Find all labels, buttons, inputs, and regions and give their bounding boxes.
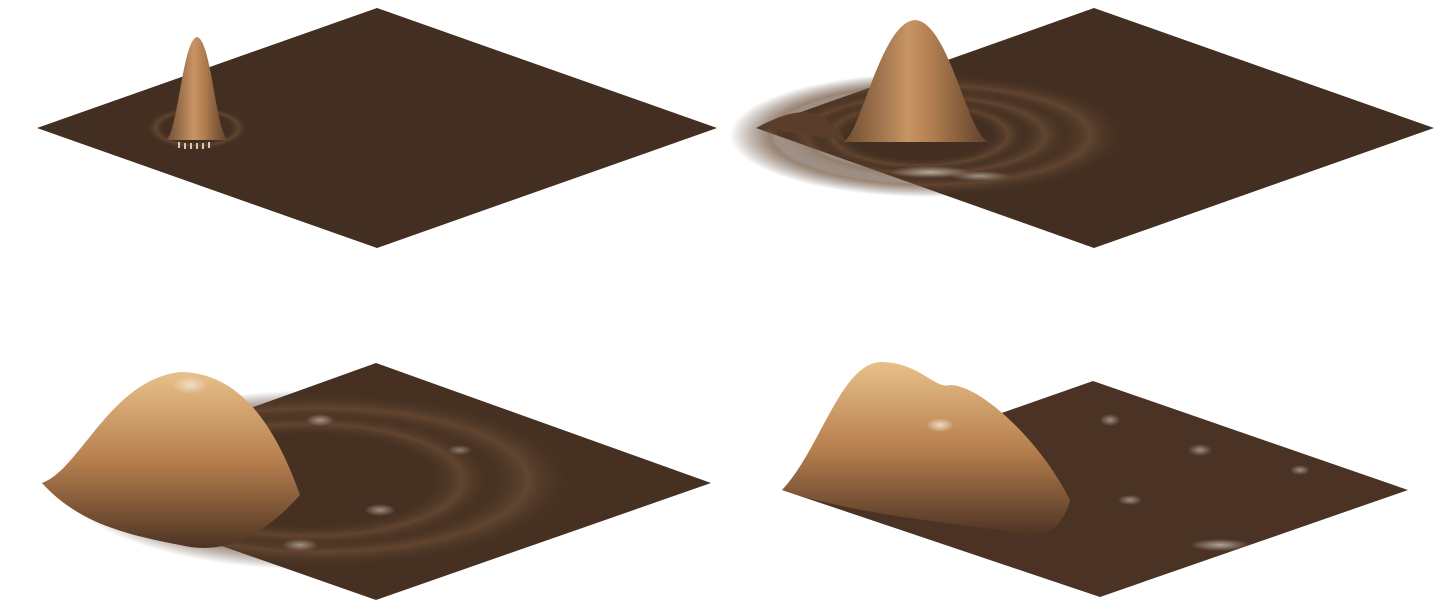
highlight (1290, 465, 1310, 475)
highlight (890, 166, 970, 178)
highlight (926, 418, 954, 432)
surface-panel (37, 8, 717, 248)
highlight (1188, 444, 1212, 456)
mound (42, 372, 300, 548)
highlight (1100, 414, 1120, 426)
surface-panel (782, 362, 1408, 597)
highlight (1118, 495, 1142, 505)
highlight (1190, 539, 1250, 551)
edge-wave (756, 112, 845, 140)
peak (165, 37, 229, 140)
surface-panel (730, 8, 1434, 248)
highlights (178, 142, 210, 149)
highlight (282, 539, 318, 551)
highlight (306, 414, 334, 426)
surface-plane (37, 8, 717, 248)
surface-panel (42, 363, 711, 600)
mound (782, 362, 1070, 536)
highlight (172, 376, 208, 394)
surface-plane (782, 381, 1408, 597)
highlight (448, 445, 472, 455)
peak (842, 20, 990, 142)
highlight (364, 504, 396, 516)
highlight (950, 171, 1010, 181)
